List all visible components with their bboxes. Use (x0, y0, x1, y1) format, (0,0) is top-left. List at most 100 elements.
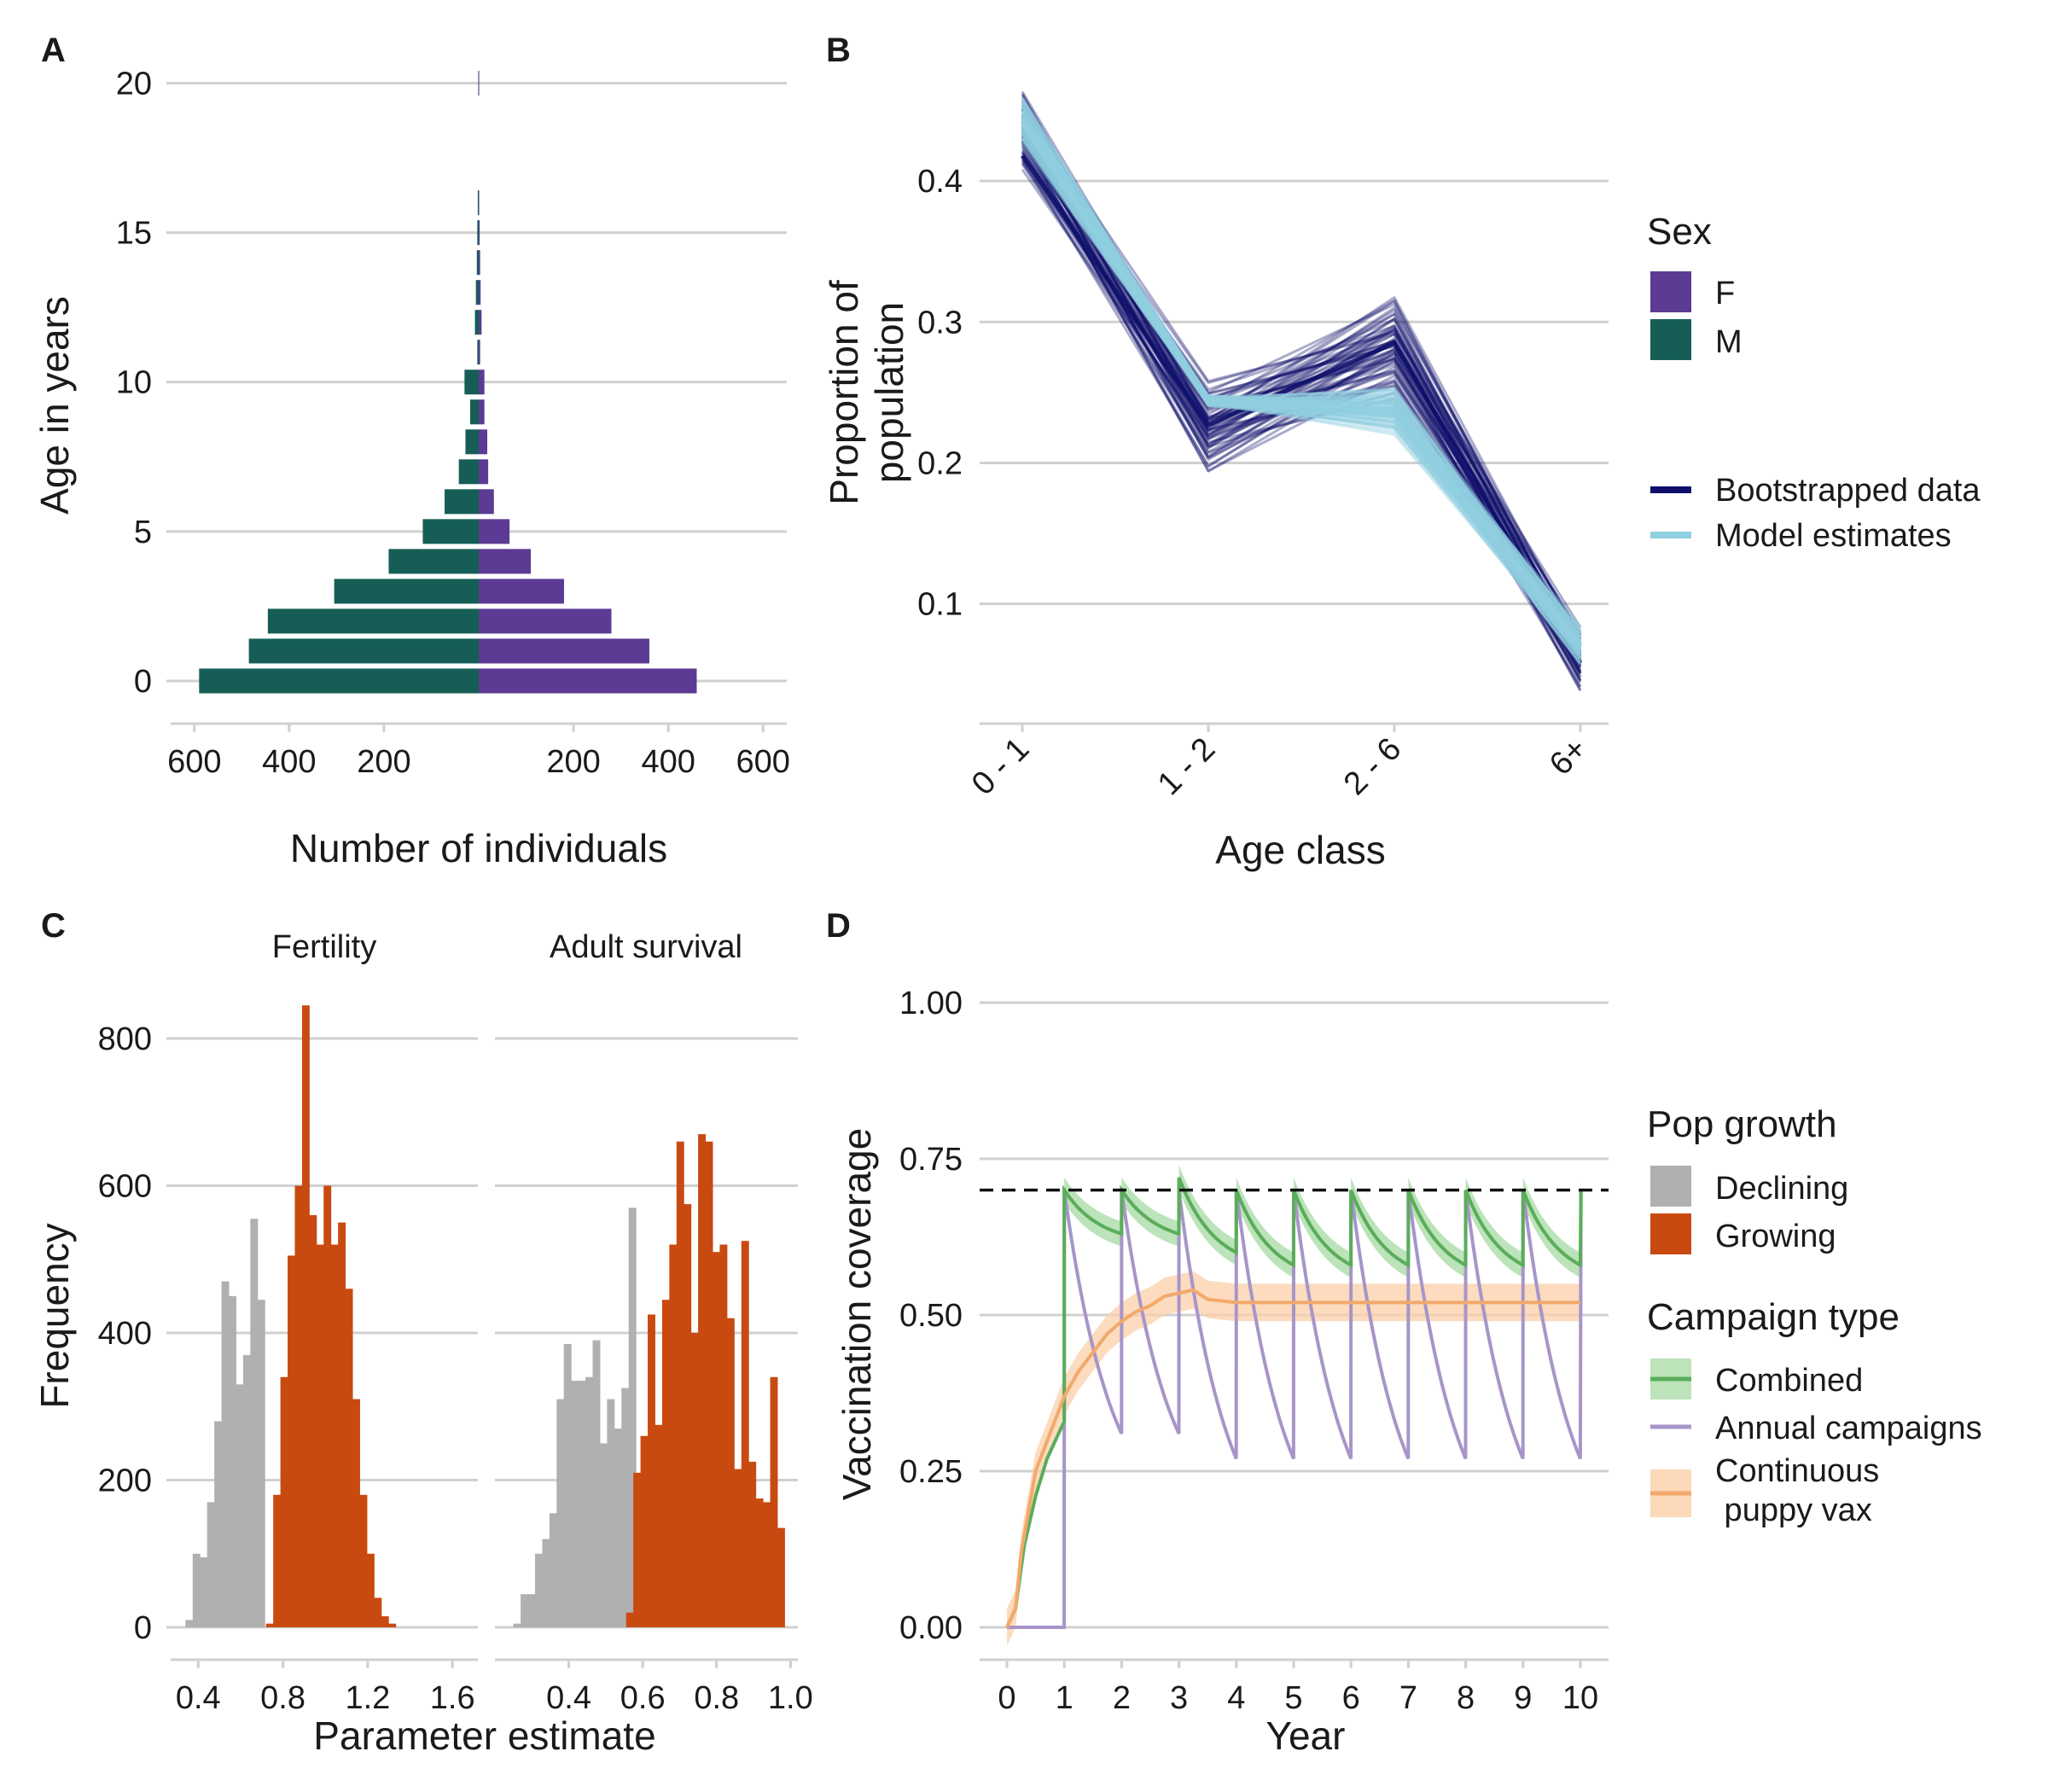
panel-b-x-tick-label: 2 - 6 (1337, 731, 1408, 802)
panel-c-bar-declining (257, 1300, 265, 1627)
panel-a-bar-male (199, 668, 480, 694)
panel-b-line-bootstrapped (1021, 154, 1582, 674)
panel-a-bar-male (388, 549, 479, 574)
panel-b-line-model (1021, 137, 1582, 657)
panel-b-line-bootstrapped (1021, 113, 1582, 641)
panel-c-bar-growing (770, 1376, 778, 1627)
panel-a-y-tick-label: 0 (134, 664, 152, 700)
panel-c-bar-growing (698, 1134, 707, 1627)
panel-b-line-model (1021, 110, 1582, 644)
panel-a-ticks: 0 5 10 15 20 600 400 200 200 400 600 (116, 67, 790, 780)
panel-b-y-tick-label: 0.4 (917, 164, 963, 200)
panel-b-line-model (1021, 97, 1582, 634)
panel-b-line-model (1021, 99, 1582, 637)
panel-d-x-tick-label: 10 (1562, 1680, 1598, 1716)
panel-a-bar-male (464, 369, 479, 395)
panel-a-bar-male (475, 280, 479, 305)
panel-d-x-tick-label: 0 (998, 1680, 1015, 1716)
panel-a-y-tick-label: 5 (134, 515, 152, 550)
panel-a-bar-female (479, 429, 487, 455)
panel-c-bar-growing (726, 1318, 735, 1627)
panel-b-line-model (1021, 107, 1582, 643)
panel-a-bar-male (476, 250, 479, 276)
panel-b-line-bootstrapped (1021, 114, 1582, 655)
panel-a-x-tick-label: 200 (357, 744, 410, 780)
panel-c-bar-growing (655, 1424, 663, 1627)
panel-b-line-bootstrapped (1021, 101, 1582, 633)
panel-c-bar-growing (648, 1314, 655, 1627)
panel-c-bar-growing (366, 1553, 375, 1627)
panel-c-ticks: 0 200 400 600 800 0.4 0.8 1.2 1.6 0.4 0.6 0.8 1.0 (98, 1021, 813, 1716)
legend-sex-label-f: F (1715, 276, 1735, 311)
panel-b-gridlines (980, 179, 1609, 606)
panel-a-bar-female (479, 190, 480, 216)
panel-a-y-tick-label: 10 (116, 365, 152, 401)
panel-c-y-tick-label: 400 (98, 1316, 152, 1352)
panel-c-bar-declining (214, 1421, 223, 1627)
panel-c-bar-declining (607, 1399, 615, 1627)
panel-b-line-bootstrapped (1021, 113, 1582, 657)
panel-c-x-tick-label: 1.0 (768, 1680, 813, 1716)
legend-swatch-growing (1650, 1213, 1691, 1254)
panel-b-line-bootstrapped (1021, 168, 1582, 688)
panel-b-line-model (1021, 102, 1582, 631)
panel-a-bar-male (470, 399, 479, 425)
panel-d-x-tick-label: 6 (1342, 1680, 1360, 1716)
panel-a-bar-female (479, 638, 649, 664)
panel-a-bar-male (267, 608, 479, 634)
legend-label-declining: Declining (1715, 1171, 1848, 1207)
panel-b-line-model (1021, 113, 1582, 643)
panel-a-bar-female (479, 459, 489, 485)
panel-a-bar-female (479, 280, 481, 305)
panel-c-bar-growing (323, 1185, 332, 1627)
panel-c-x-tick-label: 0.8 (260, 1680, 305, 1716)
panel-d-x-tick-label: 8 (1457, 1680, 1475, 1716)
panel-d-y-tick-label: 0.75 (899, 1142, 963, 1178)
legend-label-annual: Annual campaigns (1715, 1411, 1982, 1446)
panel-c-bar-growing (338, 1222, 346, 1627)
panel-a-y-tick-label: 20 (116, 67, 152, 102)
panel-a-x-axis-title: Number of individuals (290, 826, 667, 870)
panel-b-line-model (1021, 136, 1582, 666)
panel-c-y-tick-label: 0 (134, 1610, 152, 1646)
panel-c-bar-growing (712, 1252, 720, 1627)
panel-c-x-axis-title: Parameter estimate (313, 1713, 655, 1758)
panel-c-x-tick-label: 0.4 (176, 1680, 221, 1716)
panel-b-line-bootstrapped (1021, 119, 1582, 655)
panel-d-x-tick-label: 9 (1514, 1680, 1532, 1716)
panel-c-bar-growing (345, 1289, 353, 1627)
panel-c-bar-growing (633, 1472, 642, 1627)
legend-lines: Bootstrapped data Model estimates (1650, 473, 1981, 554)
panel-c-bar-declining (614, 1428, 622, 1627)
panel-c-bar-declining (250, 1219, 259, 1627)
panel-b-line-model (1021, 98, 1582, 632)
panel-c-bar-growing (705, 1141, 713, 1627)
panel-a-bar-female (479, 399, 485, 425)
panel-b-line-bootstrapped (1021, 137, 1582, 671)
panel-b-line-bootstrapped (1021, 158, 1582, 691)
panel-d-y-axis-title: Vaccination coverage (835, 1128, 879, 1500)
panel-a-bar-male (477, 190, 479, 216)
panel-a-bar-female (479, 220, 480, 246)
panel-b-line-bootstrapped (1021, 107, 1582, 635)
panel-b-line-bootstrapped (1021, 140, 1582, 662)
panel-d-line-annual (1007, 1190, 1583, 1629)
panel-d-x-tick-label: 1 (1056, 1680, 1073, 1716)
panel-d-y-tick-label: 0.25 (899, 1454, 963, 1490)
panel-c-bar-growing (280, 1376, 288, 1627)
panel-c-bar-declining (599, 1443, 608, 1627)
panel-c-bar-growing (661, 1300, 670, 1627)
legend-label-bootstrapped: Bootstrapped data (1715, 473, 1981, 509)
panel-b-line-model (1021, 137, 1582, 660)
panel-c-histograms: 0 200 400 600 800 0.4 0.8 1.2 1.6 0.4 0.6 0.8 1.0 Fe… (32, 929, 813, 1758)
panel-c-bar-growing (763, 1502, 771, 1627)
panel-a-bar-male (465, 429, 479, 455)
panel-c-bar-growing (273, 1494, 282, 1627)
panel-c-y-tick-label: 200 (98, 1463, 152, 1499)
panel-c-bar-declining (592, 1340, 601, 1627)
panel-b-line-bootstrapped (1021, 136, 1582, 674)
panel-b-line-model-center (1020, 120, 1582, 648)
panel-a-bar-male (445, 489, 479, 515)
